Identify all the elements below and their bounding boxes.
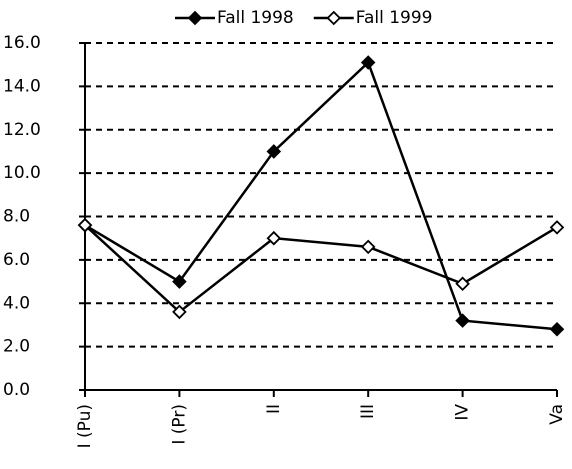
y-tick-label: 8.0 bbox=[3, 207, 30, 227]
x-tick-label: IV bbox=[453, 404, 473, 421]
series-line bbox=[84, 224, 558, 314]
y-tick-label: 12.0 bbox=[3, 120, 41, 140]
legend-label: Fall 1998 bbox=[217, 8, 294, 28]
y-tick-label: 10.0 bbox=[3, 163, 41, 183]
marker bbox=[455, 313, 470, 328]
y-tick-label: 6.0 bbox=[3, 250, 30, 270]
y-tick-label: 4.0 bbox=[3, 293, 30, 313]
legend-label: Fall 1999 bbox=[356, 8, 433, 28]
marker bbox=[360, 239, 376, 255]
marker bbox=[549, 220, 565, 235]
y-tick-label: 2.0 bbox=[3, 337, 30, 357]
y-tick-label: 16.0 bbox=[3, 33, 41, 53]
x-tick-label: III bbox=[358, 404, 378, 419]
x-tick-label: I (Pr) bbox=[169, 404, 189, 445]
marker bbox=[77, 217, 93, 233]
series-line bbox=[84, 60, 558, 331]
y-tick-label: 14.0 bbox=[3, 76, 41, 96]
marker bbox=[266, 230, 282, 246]
legend-marker bbox=[187, 10, 203, 26]
marker bbox=[172, 274, 187, 289]
marker bbox=[360, 55, 376, 70]
legend-marker bbox=[326, 10, 342, 26]
x-tick-label: II bbox=[264, 404, 284, 414]
marker bbox=[266, 144, 282, 159]
y-tick-label: 0.0 bbox=[3, 380, 30, 400]
marker bbox=[549, 322, 565, 337]
marker bbox=[455, 276, 470, 292]
x-tick-label: Va bbox=[547, 404, 567, 425]
marker bbox=[172, 304, 187, 320]
x-tick-label: I (Pu) bbox=[75, 404, 95, 448]
